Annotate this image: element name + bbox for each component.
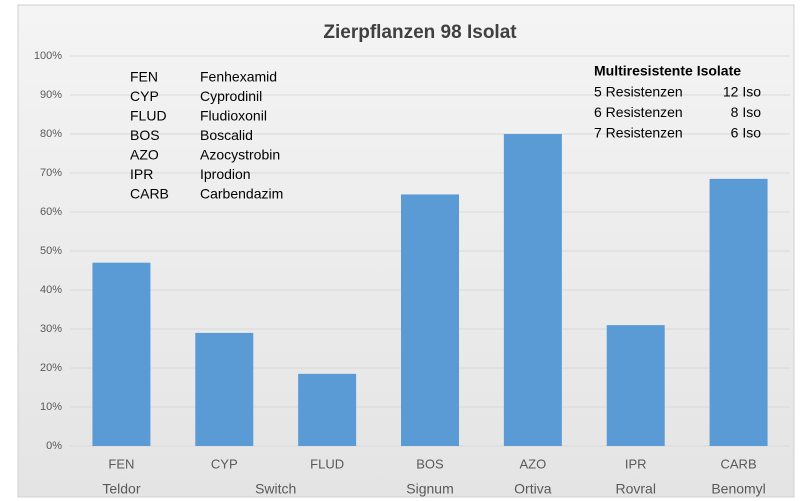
bar [92, 262, 151, 446]
legend-abbr: FLUD [130, 108, 167, 124]
y-tick-label: 20% [40, 362, 62, 374]
y-tick-label: 30% [40, 323, 62, 335]
legend-name: Fludioxonil [200, 108, 267, 124]
bar [606, 325, 665, 446]
y-tick-label: 60% [40, 206, 62, 218]
product-label: Benomyl [711, 481, 765, 497]
y-tick-label: 80% [40, 128, 62, 140]
x-tick-label: CARB [721, 456, 757, 471]
bar [401, 194, 459, 446]
annotation-label: 5 Resistenzen [594, 84, 683, 100]
legend-name: Azocystrobin [200, 147, 280, 163]
legend-name: Iprodion [200, 166, 251, 182]
annotation-title: Multiresistente Isolate [594, 63, 741, 79]
bar [195, 332, 254, 446]
product-label: Signum [406, 481, 453, 497]
bar [709, 178, 768, 446]
annotation-value: 6 Iso [731, 125, 762, 141]
legend-abbr: AZO [130, 147, 159, 163]
y-tick-label: 100% [34, 50, 62, 62]
annotation-value: 12 Iso [723, 84, 761, 100]
product-label: Teldor [102, 481, 140, 497]
annotation-label: 6 Resistenzen [594, 104, 683, 120]
legend-name: Cyprodinil [200, 88, 262, 104]
x-tick-label: BOS [416, 456, 444, 471]
legend-name: Boscalid [200, 127, 253, 143]
legend-abbr: CARB [130, 186, 169, 202]
y-tick-label: 70% [40, 167, 62, 179]
bar [503, 134, 562, 446]
product-label: Switch [255, 481, 296, 497]
x-tick-label: IPR [625, 456, 647, 471]
legend-abbr: IPR [130, 166, 153, 182]
legend-abbr: FEN [130, 69, 158, 85]
x-tick-label: CYP [211, 456, 238, 471]
legend-name: Fenhexamid [200, 69, 277, 85]
legend-abbr: CYP [130, 88, 159, 104]
y-tick-label: 40% [40, 284, 62, 296]
chart-title: Zierpflanzen 98 Isolat [323, 22, 517, 43]
x-tick-label: FEN [108, 456, 134, 471]
legend-abbr: BOS [130, 127, 160, 143]
annotation-value: 8 Iso [731, 104, 762, 120]
y-tick-label: 10% [40, 401, 62, 413]
legend-name: Carbendazim [200, 186, 283, 202]
y-tick-label: 50% [40, 245, 62, 257]
x-tick-label: FLUD [310, 456, 344, 471]
annotation-label: 7 Resistenzen [594, 125, 683, 141]
x-tick-label: AZO [519, 456, 546, 471]
bar [298, 373, 357, 446]
y-tick-label: 90% [40, 89, 62, 101]
product-label: Ortiva [514, 481, 552, 497]
y-tick-label: 0% [46, 440, 62, 452]
product-label: Rovral [615, 481, 655, 497]
